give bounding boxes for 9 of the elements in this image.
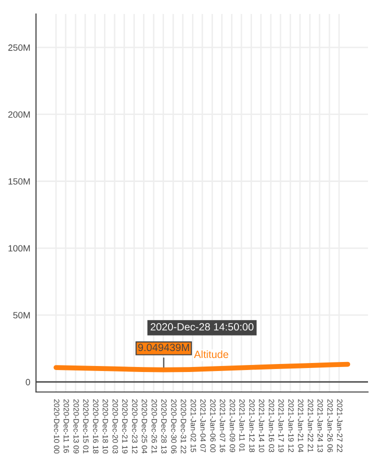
series-label: Altitude <box>194 350 228 358</box>
annotation: 9.049439M <box>138 344 189 352</box>
y-tick-label: 250M <box>8 44 30 51</box>
y-tick-label: 0 <box>26 378 30 386</box>
annotation: 2020-Dec-28 14:50:00 <box>150 323 254 331</box>
y-tick-label: 200M <box>8 111 30 118</box>
y-tick-label: 50M <box>13 312 30 318</box>
y-tick-label: 150M <box>8 178 30 185</box>
y-tick-label: 100M <box>8 245 30 252</box>
